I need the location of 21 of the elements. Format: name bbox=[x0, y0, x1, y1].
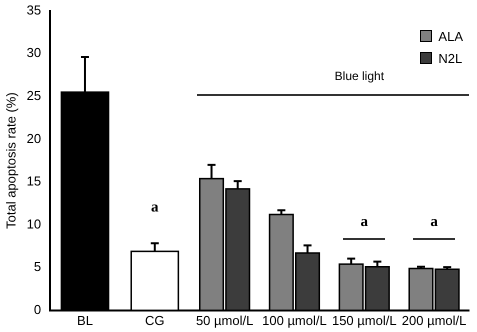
x-tick-label: 200 µmol/L bbox=[402, 312, 466, 328]
y-tick-label: 15 bbox=[26, 174, 42, 189]
y-tick-label: 35 bbox=[26, 2, 42, 18]
x-tick-label: 50 µmol/L bbox=[196, 312, 254, 328]
legend-label: ALA bbox=[438, 29, 463, 44]
y-axis-title: Total apoptosis rate (%) bbox=[3, 92, 18, 229]
y-tick-label: 25 bbox=[26, 88, 42, 103]
y-tick-label: 10 bbox=[26, 216, 42, 232]
x-tick-label: CG bbox=[145, 312, 165, 328]
annotation: Blue light bbox=[334, 69, 385, 84]
y-tick-label: 5 bbox=[34, 259, 42, 274]
legend-label: N2L bbox=[438, 51, 462, 66]
x-tick-label: BL bbox=[77, 312, 93, 328]
x-tick-label: 100 µmol/L bbox=[262, 312, 327, 328]
y-tick-label: 30 bbox=[26, 45, 42, 60]
annotation: a bbox=[151, 200, 160, 216]
x-tick-label: 150 µmol/L bbox=[332, 312, 397, 328]
annotation: a bbox=[360, 214, 369, 230]
annotation: a bbox=[430, 214, 438, 230]
y-tick-label: 20 bbox=[26, 130, 42, 146]
y-tick-label: 0 bbox=[34, 302, 42, 317]
